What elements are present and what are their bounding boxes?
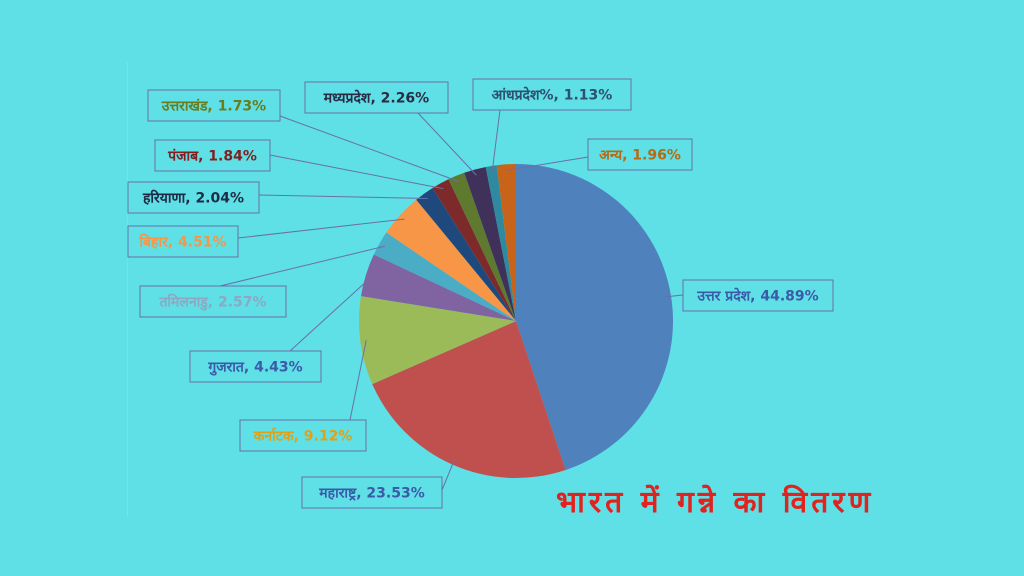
pie-slice xyxy=(485,165,516,321)
leader-line xyxy=(289,276,373,352)
leader-line xyxy=(279,115,459,182)
data-label-box xyxy=(147,89,281,122)
pie-slice xyxy=(496,164,516,321)
pie-slice xyxy=(359,296,516,385)
data-label: उत्तर प्रदेश, 44.89% xyxy=(682,279,834,312)
pie-slice xyxy=(516,164,674,470)
data-label-text: तमिलनाडु, 2.57% xyxy=(158,294,266,312)
data-label-text: गुजरात, 4.43% xyxy=(207,360,302,377)
data-label-text: पंजाब, 1.84% xyxy=(167,149,257,165)
data-label: तमिलनाडु, 2.57% xyxy=(139,285,287,318)
data-label: मध्यप्रदेश, 2.26% xyxy=(304,81,449,114)
data-label: हरियाणा, 2.04% xyxy=(127,181,260,214)
data-label: आंधप्रदेश%, 1.13% xyxy=(472,78,632,111)
data-label: उत्तराखंड, 1.73% xyxy=(147,89,281,122)
pie-slice xyxy=(386,199,516,321)
leader-line xyxy=(506,156,589,171)
leader-lines-layer xyxy=(219,109,684,491)
leader-line xyxy=(441,458,456,491)
leader-line xyxy=(349,340,367,421)
leader-line xyxy=(219,245,385,287)
pie-slice xyxy=(416,188,516,321)
pie-slice xyxy=(464,166,516,321)
data-label-text: अन्य, 1.96% xyxy=(599,148,681,164)
data-label-box xyxy=(127,181,260,214)
data-label-text: आंधप्रदेश%, 1.13% xyxy=(492,87,613,104)
leader-line xyxy=(237,218,405,239)
plot-area-border xyxy=(127,62,128,517)
data-label-box xyxy=(127,225,239,258)
data-label-box xyxy=(239,419,367,452)
leader-line xyxy=(258,194,428,199)
data-label-box xyxy=(301,476,443,509)
data-label-text: महाराष्ट्र, 23.53% xyxy=(318,486,424,502)
pie-slice xyxy=(373,232,516,321)
data-label-box xyxy=(304,81,449,114)
data-label-text: हरियाणा, 2.04% xyxy=(142,190,244,207)
leader-line xyxy=(665,294,684,298)
data-label-text: मध्यप्रदेश, 2.26% xyxy=(323,90,429,107)
data-label: महाराष्ट्र, 23.53% xyxy=(301,476,443,509)
labels-layer: उत्तर प्रदेश, 44.89% महाराष्ट्र, 23.53% कर… xyxy=(127,78,834,509)
pie-slice xyxy=(448,172,516,321)
data-label-text: उत्तराखंड, 1.73% xyxy=(161,99,266,115)
data-label-box xyxy=(189,350,322,383)
slices-layer xyxy=(359,164,674,478)
data-label: कर्नाटक, 9.12% xyxy=(239,419,367,452)
pie-slice xyxy=(360,254,516,321)
chart-title: भारत में गन्ने का वितरण xyxy=(556,485,875,520)
pie-slice xyxy=(432,179,516,321)
data-label-box xyxy=(682,279,834,312)
pie-slice xyxy=(372,321,566,478)
data-label: गुजरात, 4.43% xyxy=(189,350,322,383)
leader-line xyxy=(417,112,477,176)
data-label: पंजाब, 1.84% xyxy=(154,139,271,172)
data-label-box xyxy=(472,78,632,111)
leader-line xyxy=(491,109,501,172)
data-label-text: बिहार, 4.51% xyxy=(138,234,226,251)
data-label: बिहार, 4.51% xyxy=(127,225,239,258)
data-label-box xyxy=(139,285,287,318)
leader-line xyxy=(269,154,444,190)
data-label: अन्य, 1.96% xyxy=(587,138,693,171)
data-label-text: कर्नाटक, 9.12% xyxy=(253,428,353,445)
data-label-text: उत्तर प्रदेश, 44.89% xyxy=(696,288,818,305)
data-label-box xyxy=(587,138,693,171)
data-label-box xyxy=(154,139,271,172)
